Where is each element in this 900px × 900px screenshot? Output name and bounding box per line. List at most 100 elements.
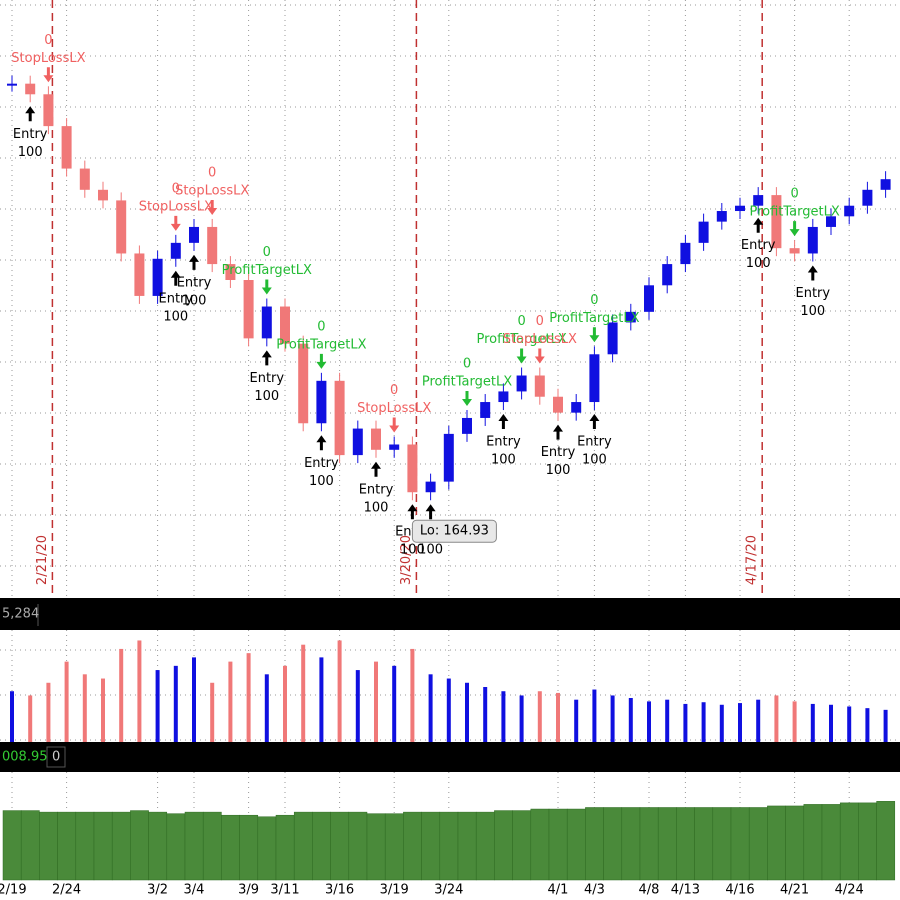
signal-qty: 0 bbox=[44, 33, 52, 48]
signal-qty: 0 bbox=[172, 181, 180, 196]
candle bbox=[844, 205, 855, 217]
candle bbox=[698, 221, 709, 243]
signal-label: Entry bbox=[486, 435, 521, 450]
candle bbox=[662, 264, 673, 286]
entry-arrow bbox=[170, 270, 181, 286]
indicator-bar bbox=[293, 811, 313, 881]
signal-label: Entry bbox=[577, 435, 612, 450]
candle bbox=[516, 375, 527, 392]
candle bbox=[298, 343, 309, 424]
volume-bar bbox=[537, 691, 542, 742]
indicator-bar bbox=[166, 813, 186, 881]
volume-bar bbox=[64, 661, 69, 742]
candle bbox=[443, 433, 454, 482]
entry-arrow bbox=[371, 461, 381, 477]
volume-bar bbox=[264, 674, 269, 742]
signal-qty: 100 bbox=[800, 304, 825, 319]
volume-bar bbox=[392, 665, 397, 742]
volume-bar bbox=[28, 695, 33, 742]
volume-bar bbox=[738, 703, 742, 742]
volume-bar bbox=[173, 665, 178, 742]
x-tick-label: 4/21 bbox=[780, 883, 809, 898]
indicator-bar bbox=[257, 816, 277, 881]
volume-header: 5,284 bbox=[2, 607, 39, 622]
signal-qty: 0 bbox=[536, 314, 544, 329]
indicator-bar bbox=[184, 811, 204, 881]
candle bbox=[680, 242, 691, 265]
signal-qty: 100 bbox=[491, 453, 516, 468]
volume-bar bbox=[847, 706, 852, 742]
indicator-bar bbox=[475, 811, 495, 881]
marker-label: 4/17/20 bbox=[745, 535, 760, 585]
low-label-box bbox=[411, 519, 497, 543]
candle bbox=[589, 354, 600, 403]
entry-arrow bbox=[25, 106, 36, 122]
candle bbox=[280, 306, 290, 344]
indicator-bar bbox=[785, 805, 805, 881]
volume-bar bbox=[446, 678, 451, 742]
candle bbox=[389, 444, 400, 450]
indicator-bar bbox=[2, 810, 22, 881]
volume-header-bar bbox=[0, 598, 900, 630]
volume-bar bbox=[301, 644, 306, 742]
signal-qty: 0 bbox=[517, 314, 525, 329]
signal-label: ProfitTargetLX bbox=[422, 374, 512, 389]
volume-bar bbox=[228, 661, 233, 742]
candle bbox=[880, 179, 891, 190]
volume-bar bbox=[628, 698, 633, 742]
volume-bar bbox=[647, 701, 651, 742]
volume-bar bbox=[574, 699, 579, 742]
candle bbox=[735, 205, 745, 212]
candle bbox=[371, 428, 381, 450]
indicator-bar bbox=[457, 811, 477, 881]
signal-label: ProfitTargetLX bbox=[276, 337, 366, 352]
indicator-bar bbox=[202, 811, 222, 881]
signal-qty: 100 bbox=[364, 500, 389, 515]
candle bbox=[170, 242, 181, 259]
volume-bar bbox=[355, 670, 360, 742]
exit-arrow bbox=[789, 221, 800, 237]
volume-bar bbox=[101, 678, 105, 742]
entry-arrow bbox=[407, 504, 418, 520]
x-tick-label: 4/24 bbox=[835, 883, 864, 898]
candle bbox=[334, 380, 345, 456]
volume-bar bbox=[428, 674, 433, 742]
signal-qty: 0 bbox=[317, 319, 325, 334]
volume-bar bbox=[683, 703, 688, 742]
indicator-bar bbox=[75, 811, 95, 881]
candle bbox=[807, 226, 818, 254]
indicator-bar bbox=[348, 811, 368, 881]
volume-bar bbox=[756, 699, 761, 742]
entry-arrow bbox=[316, 435, 327, 451]
signal-label: Entry bbox=[13, 127, 48, 142]
indicator-bar bbox=[657, 807, 677, 881]
volume-bar bbox=[519, 695, 524, 742]
candle bbox=[243, 280, 254, 339]
signal-qty: 100 bbox=[18, 145, 43, 160]
signal-label: StopLossLX bbox=[139, 199, 213, 214]
volume-bar bbox=[46, 682, 51, 742]
volume-bar bbox=[410, 648, 415, 742]
signal-label: Entry bbox=[159, 291, 194, 306]
candle bbox=[207, 226, 218, 265]
indicator-bar bbox=[876, 801, 896, 881]
volume-bar bbox=[501, 691, 506, 742]
indicator-bar bbox=[639, 807, 659, 881]
exit-arrow bbox=[207, 199, 218, 215]
indicator-bar bbox=[512, 810, 532, 881]
candle bbox=[7, 83, 17, 86]
candle bbox=[134, 253, 145, 296]
indicator-bar bbox=[421, 811, 441, 881]
indicator-bar bbox=[858, 802, 877, 881]
candle bbox=[425, 481, 436, 493]
signal-label: StopLossLX bbox=[11, 51, 85, 66]
signal-label: Entry bbox=[359, 482, 394, 497]
indicator-bar bbox=[748, 807, 768, 881]
signal-qty: 100 bbox=[182, 293, 207, 308]
indicator-bar bbox=[148, 811, 168, 881]
indicator-bar bbox=[239, 814, 259, 881]
candle bbox=[571, 402, 582, 413]
indicator-bar bbox=[366, 813, 386, 881]
x-tick-label: 3/4 bbox=[184, 883, 205, 898]
volume-bar bbox=[556, 692, 560, 742]
